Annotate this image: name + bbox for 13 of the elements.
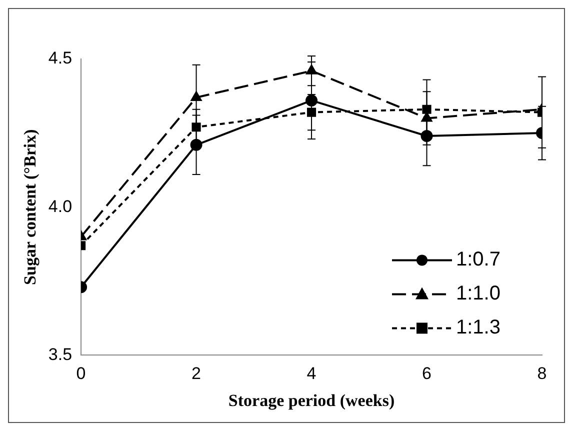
y-tick-label: 4.5: [48, 48, 72, 68]
x-tick-label: 6: [422, 364, 432, 384]
x-tick-label: 0: [76, 364, 86, 384]
legend-label: 1:1.0: [456, 282, 500, 305]
x-axis-title: Storage period (weeks): [228, 391, 395, 410]
x-tick-label: 4: [306, 364, 316, 384]
x-tick-label: 8: [537, 364, 547, 384]
y-axis-title: Sugar content (°Brix): [20, 129, 40, 285]
x-tick-label: 2: [192, 364, 202, 384]
y-tick-label: 4.0: [48, 196, 72, 216]
legend-label: 1:1.3: [456, 316, 500, 339]
y-tick-label: 3.5: [48, 344, 72, 364]
legend-label: 1:0.7: [456, 248, 500, 271]
